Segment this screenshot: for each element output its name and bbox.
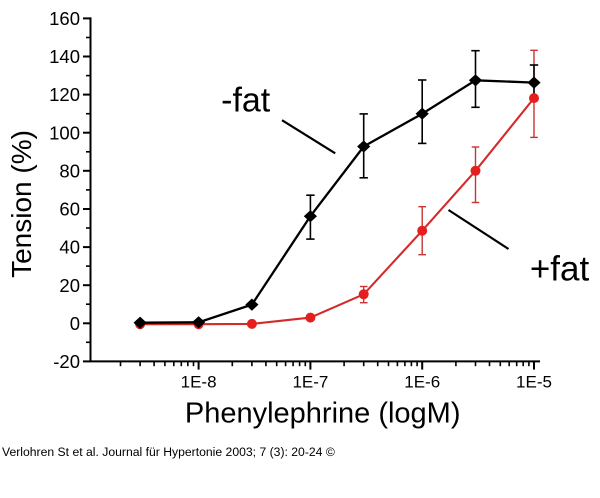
svg-text:1E-8: 1E-8 (181, 373, 217, 392)
svg-text:Tension (%): Tension (%) (6, 130, 37, 278)
svg-text:1E-7: 1E-7 (292, 373, 328, 392)
svg-text:Phenylephrine (logM): Phenylephrine (logM) (185, 398, 461, 430)
svg-text:1E-6: 1E-6 (404, 373, 440, 392)
svg-text:0: 0 (70, 313, 80, 334)
svg-text:40: 40 (59, 237, 80, 258)
svg-text:60: 60 (59, 199, 80, 220)
svg-text:20: 20 (59, 275, 80, 296)
svg-text:-fat: -fat (221, 82, 271, 120)
svg-text:+fat: +fat (530, 250, 590, 289)
svg-text:80: 80 (59, 160, 80, 181)
svg-text:-20: -20 (53, 351, 80, 372)
svg-text:140: 140 (49, 46, 80, 67)
svg-text:120: 120 (49, 84, 80, 105)
svg-text:100: 100 (49, 122, 80, 143)
svg-text:Verlohren St et al. Journal fü: Verlohren St et al. Journal für Hyperton… (2, 445, 335, 459)
svg-text:160: 160 (49, 8, 80, 29)
svg-text:1E-5: 1E-5 (516, 373, 552, 392)
